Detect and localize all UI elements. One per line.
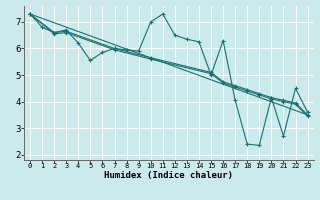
X-axis label: Humidex (Indice chaleur): Humidex (Indice chaleur) (104, 171, 233, 180)
